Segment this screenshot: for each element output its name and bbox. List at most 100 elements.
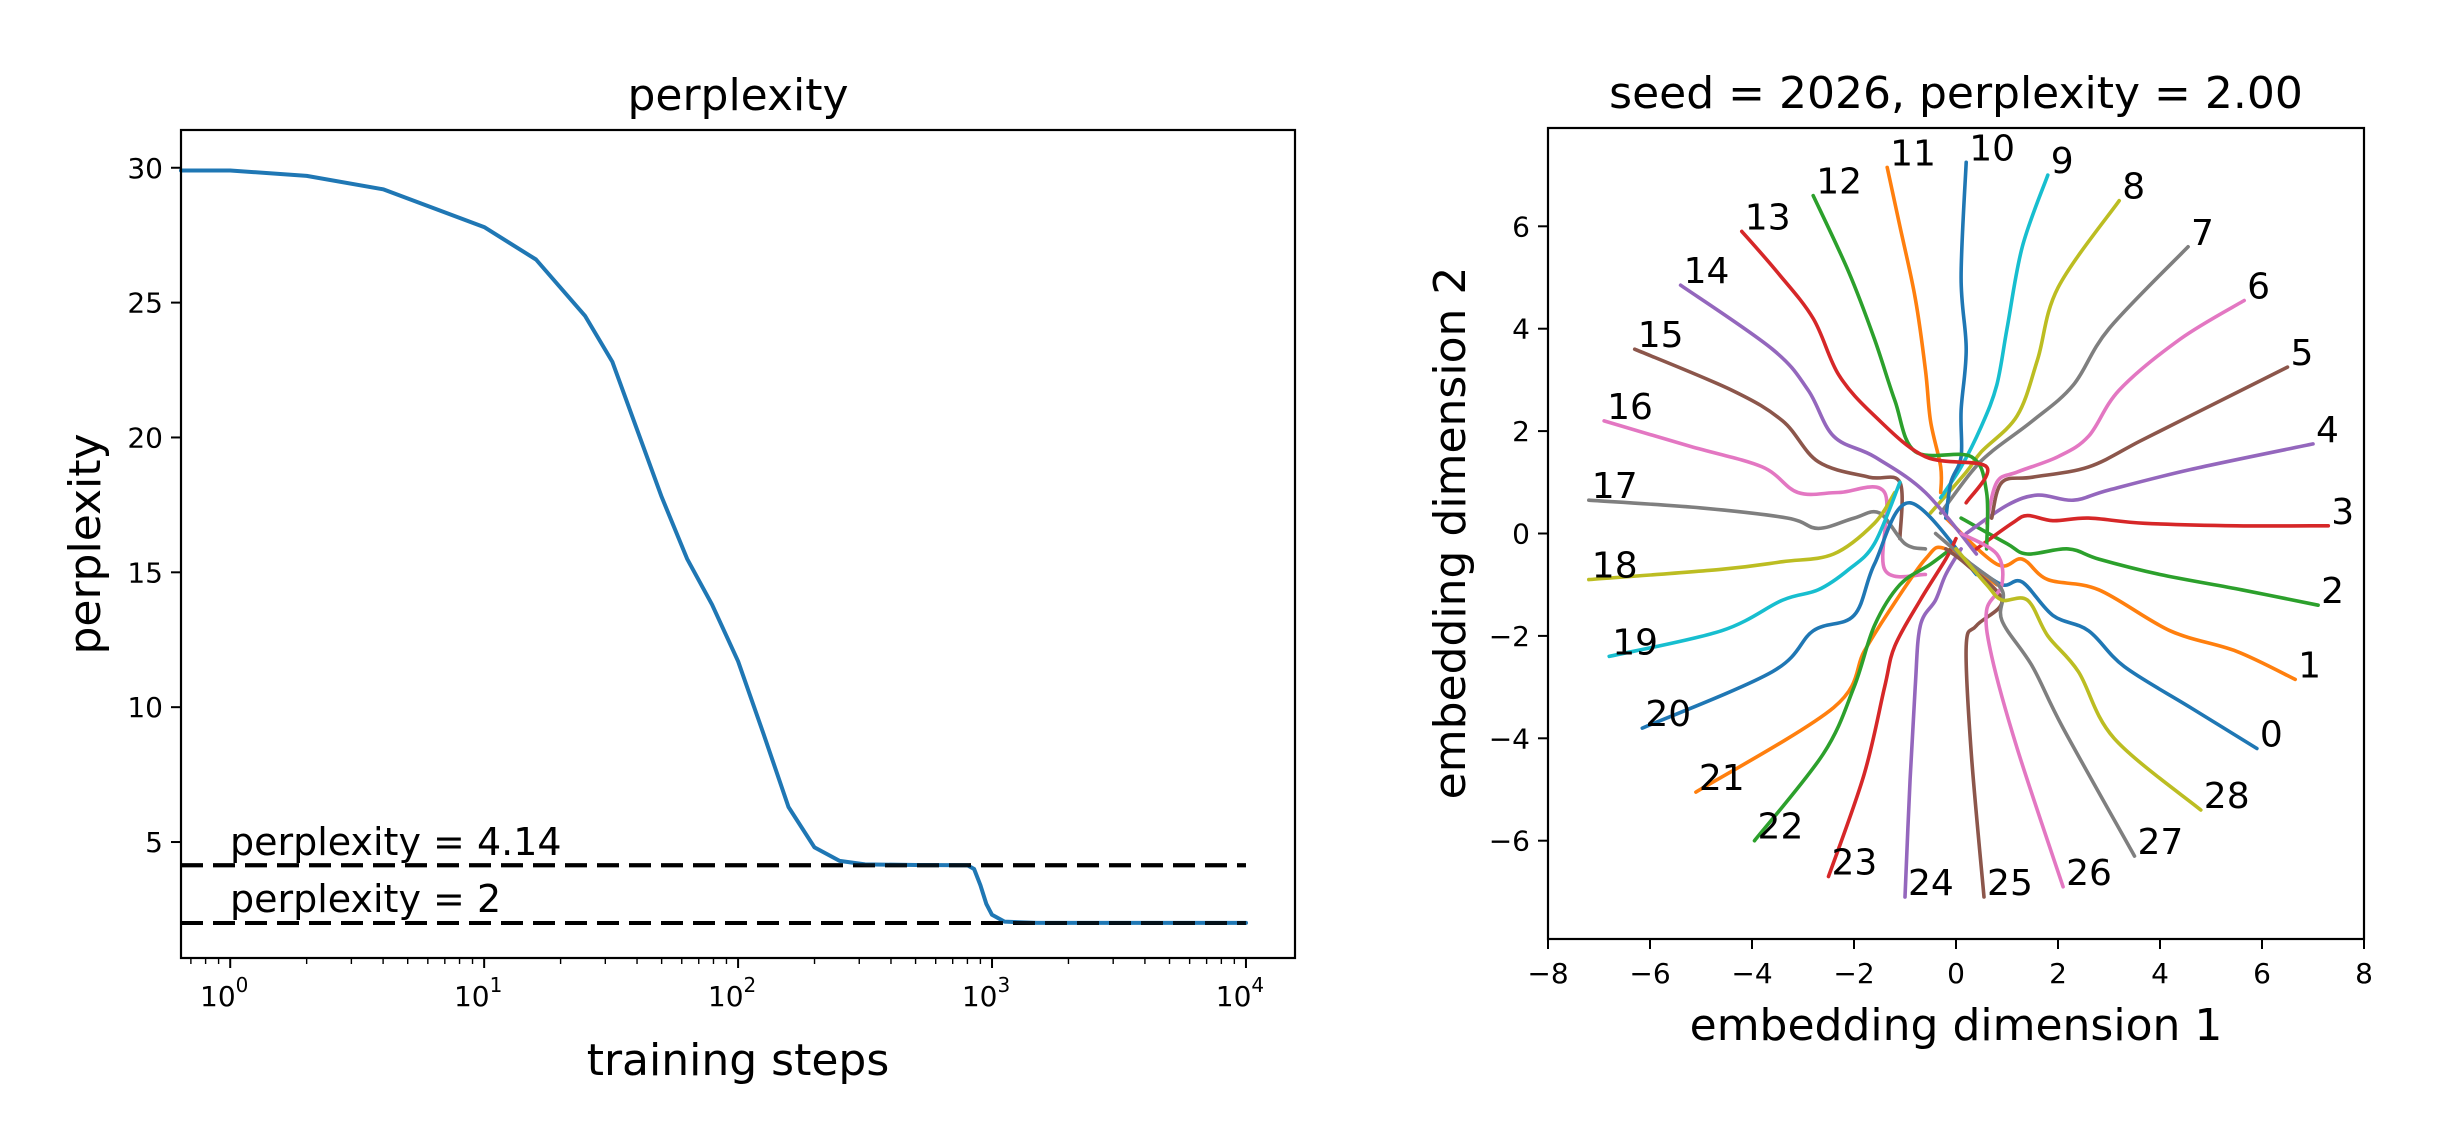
trajectory-label-3: 3	[2331, 492, 2354, 533]
reference-label-2: perplexity = 2	[230, 877, 501, 921]
y-tick-label: 0	[1512, 518, 1530, 551]
x-tick-label: 101	[454, 973, 502, 1013]
x-tick-label: −8	[1527, 957, 1568, 990]
left-plot-area	[179, 168, 1248, 925]
x-tick-exponent: 4	[1251, 973, 1264, 997]
x-tick-label: −2	[1833, 957, 1874, 990]
trajectory-7	[1938, 245, 2190, 515]
y-tick-label: 20	[127, 421, 163, 454]
trajectory-label-8: 8	[2122, 167, 2145, 208]
right-x-axis-ticks: −8 −6 −4 −2 0 2 4 6 8	[1527, 939, 2373, 990]
trajectory-10	[1944, 160, 1968, 520]
trajectory-label-13: 13	[1745, 197, 1791, 238]
left-x-axis-ticks: 100 101 102 103 104	[190, 958, 1264, 1013]
trajectory-label-12: 12	[1816, 162, 1862, 203]
x-tick-label: 103	[962, 973, 1010, 1013]
perplexity-curve	[179, 168, 1248, 925]
trajectory-label-14: 14	[1684, 251, 1730, 292]
trajectory-2	[1959, 516, 2320, 607]
x-tick-base: 10	[708, 980, 744, 1013]
right-y-axis-ticks: −6 −4 −2 0 2 4 6	[1489, 210, 1548, 858]
trajectory-label-10: 10	[1969, 128, 2015, 169]
y-tick-label: 25	[127, 287, 163, 320]
x-tick-base: 10	[200, 980, 236, 1013]
x-tick-label: 4	[2151, 957, 2169, 990]
trajectory-label-11: 11	[1890, 133, 1936, 174]
x-tick-exponent: 3	[997, 973, 1010, 997]
trajectory-22	[1752, 547, 1953, 843]
trajectory-9	[1938, 173, 2050, 500]
trajectory-17	[1587, 498, 1928, 551]
y-tick-label: 15	[127, 556, 163, 589]
x-tick-exponent: 0	[236, 973, 249, 997]
left-chart-title: perplexity	[627, 70, 848, 121]
trajectory-label-17: 17	[1592, 466, 1638, 507]
trajectory-label-21: 21	[1699, 758, 1745, 799]
x-tick-label: 100	[200, 973, 248, 1013]
trajectory-label-0: 0	[2260, 715, 2283, 756]
trajectory-label-22: 22	[1758, 807, 1804, 848]
y-tick-label: 6	[1512, 210, 1530, 243]
trajectory-label-4: 4	[2316, 410, 2339, 451]
reference-label-4-14: perplexity = 4.14	[230, 820, 562, 864]
trajectory-28	[1954, 547, 2203, 812]
trajectory-11	[1885, 165, 1944, 495]
right-chart-title: seed = 2026, perplexity = 2.00	[1609, 68, 2303, 119]
trajectory-12	[1811, 193, 1990, 551]
y-tick-label: −4	[1489, 722, 1530, 755]
embedding-chart: seed = 2026, perplexity = 2.00 012345678…	[1425, 68, 2373, 1051]
trajectory-8	[1928, 198, 2121, 515]
trajectory-label-6: 6	[2247, 267, 2270, 308]
x-tick-label: 6	[2253, 957, 2271, 990]
trajectory-label-25: 25	[1987, 863, 2033, 904]
trajectory-26	[1959, 531, 2065, 889]
x-tick-base: 10	[962, 980, 998, 1013]
trajectory-18	[1587, 490, 1897, 582]
trajectory-label-5: 5	[2291, 333, 2314, 374]
trajectory-label-23: 23	[1832, 843, 1878, 884]
x-tick-label: 104	[1216, 973, 1264, 1013]
trajectory-3	[1974, 513, 2331, 551]
trajectory-label-16: 16	[1607, 387, 1653, 428]
trajectory-label-27: 27	[2138, 822, 2184, 863]
trajectory-19	[1607, 480, 1902, 659]
left-x-axis-label: training steps	[587, 1035, 890, 1086]
x-tick-exponent: 1	[490, 973, 503, 997]
trajectory-label-26: 26	[2066, 853, 2112, 894]
x-tick-label: 2	[2049, 957, 2067, 990]
trajectory-label-2: 2	[2321, 571, 2344, 612]
trajectory-label-9: 9	[2051, 141, 2074, 182]
y-tick-label: −6	[1489, 825, 1530, 858]
right-x-axis-label: embedding dimension 1	[1690, 1000, 2223, 1051]
trajectory-23	[1826, 536, 1958, 879]
x-tick-base: 10	[1216, 980, 1252, 1013]
trajectory-1	[1944, 516, 2297, 682]
trajectory-label-15: 15	[1638, 315, 1684, 356]
x-tick-base: 10	[454, 980, 490, 1013]
x-tick-label: 8	[2355, 957, 2373, 990]
trajectory-label-24: 24	[1908, 863, 1954, 904]
trajectory-25	[1944, 547, 2004, 899]
x-tick-exponent: 2	[744, 973, 757, 997]
x-tick-label: 102	[708, 973, 756, 1013]
trajectory-label-7: 7	[2191, 213, 2214, 254]
trajectory-0	[1969, 562, 2259, 751]
y-tick-label: 30	[127, 152, 163, 185]
trajectory-5	[1989, 365, 2290, 520]
trajectory-label-28: 28	[2204, 776, 2250, 817]
trajectory-label-19: 19	[1612, 622, 1658, 663]
trajectory-24	[1903, 547, 1963, 899]
trajectory-label-1: 1	[2298, 645, 2321, 686]
trajectory-label-20: 20	[1645, 694, 1691, 735]
trajectory-label-18: 18	[1592, 546, 1638, 587]
y-tick-label: 4	[1512, 313, 1530, 346]
right-y-axis-label: embedding dimension 2	[1425, 267, 1476, 800]
left-y-axis-ticks: 5 10 15 20 25 30	[127, 152, 181, 859]
x-tick-label: −4	[1731, 957, 1772, 990]
trajectory-14	[1678, 283, 1979, 556]
trajectory-13	[1740, 229, 1990, 505]
trajectory-4	[1964, 442, 2315, 536]
